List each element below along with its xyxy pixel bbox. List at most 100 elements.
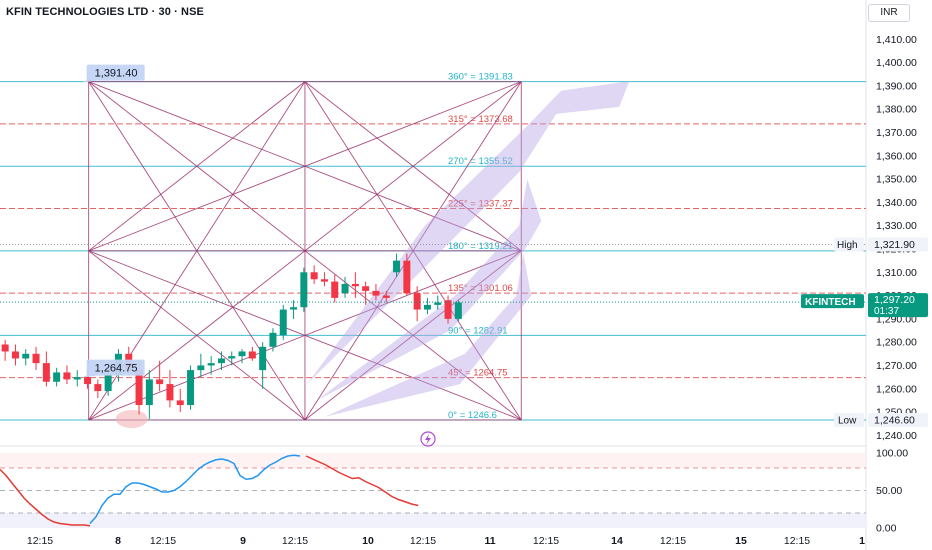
price-tick-label: 1,270.00 (876, 360, 917, 372)
price-tick-label: 1,310.00 (876, 267, 917, 279)
overbought-band (0, 453, 866, 468)
candle-body (207, 363, 215, 366)
candle-body (156, 379, 164, 385)
candle-body (413, 293, 421, 310)
gann-level-label: 360° = 1391.83 (448, 72, 513, 83)
candle-body (176, 400, 184, 406)
time-tick-label: 15 (735, 535, 747, 547)
bar-countdown: 01:37 (874, 306, 899, 317)
gann-level-label: 225° = 1337.37 (448, 199, 513, 210)
candle-body (63, 372, 71, 380)
price-tick-label: 1,330.00 (876, 220, 917, 232)
gann-level-label: 90° = 1282.91 (448, 325, 508, 336)
time-tick-label: 12:15 (282, 535, 308, 547)
gann-level-label: 135° = 1301.06 (448, 283, 513, 294)
currency-button[interactable]: INR (868, 4, 910, 22)
low-tag-box (834, 412, 864, 427)
high-tag-box (834, 237, 864, 252)
candle-body (145, 379, 153, 406)
candle-body (259, 346, 267, 371)
price-tick-label: 1,400.00 (876, 57, 917, 69)
osc-tick-label: 50.00 (876, 485, 902, 497)
candle-body (135, 370, 143, 406)
price-marker-box (86, 359, 145, 376)
gann-level-label: 315° = 1373.68 (448, 114, 513, 125)
candle-body (279, 309, 287, 336)
low-axis-box (868, 412, 928, 427)
price-tick-label: 1,280.00 (876, 337, 917, 349)
high-tag-label: High (837, 240, 858, 251)
time-tick-label: 12:15 (27, 535, 53, 547)
time-tick-label: 10 (362, 535, 374, 547)
price-tick-label: 1,370.00 (876, 127, 917, 139)
candle-body (362, 286, 370, 291)
price-tick-label: 1,340.00 (876, 197, 917, 209)
candle-body (351, 283, 359, 287)
high-axis-value: 1,321.90 (874, 239, 915, 251)
price-marker-pointer (81, 373, 96, 378)
candle-body (269, 332, 277, 347)
gann-box-line (88, 81, 522, 252)
osc-line-red-tail (305, 455, 419, 507)
candle-body (310, 272, 318, 280)
candle-body (444, 300, 452, 319)
lightning-icon-glyph (425, 434, 431, 445)
candle-body (197, 365, 205, 371)
candle-body (1, 344, 9, 352)
time-tick-label: 14 (611, 535, 623, 547)
candle-body (300, 272, 308, 308)
price-tick-label: 1,350.00 (876, 174, 917, 186)
gann-level-label: 45° = 1264.75 (448, 368, 508, 379)
last-price-box (868, 293, 928, 318)
time-tick-label: 12:15 (410, 535, 436, 547)
candle-body (187, 370, 195, 406)
candle-body (434, 302, 442, 305)
low-axis-value: 1,246.60 (874, 414, 915, 426)
candle-body (104, 374, 112, 392)
candle-body (94, 384, 102, 392)
gann-level-label: 0° = 1246.6 (448, 410, 497, 421)
symbol-tag-label: KFINTECH (805, 297, 856, 308)
gann-box-line (88, 250, 522, 421)
osc-tick-label: 100.00 (876, 448, 908, 460)
price-tick-label: 1,390.00 (876, 80, 917, 92)
price-marker-label: 1,264.75 (95, 363, 138, 375)
osc-line-red (0, 468, 91, 527)
time-tick-label: 1 (859, 535, 865, 547)
trend-arrow (306, 81, 630, 385)
price-tick-label: 1,260.00 (876, 383, 917, 395)
candle-body (228, 356, 236, 359)
time-tick-label: 8 (115, 535, 121, 547)
price-tick-label: 1,380.00 (876, 104, 917, 116)
candle-body (32, 353, 40, 364)
candle-body (53, 372, 61, 382)
candle-body (238, 351, 246, 357)
candle-body (372, 290, 380, 296)
high-axis-box (868, 237, 928, 252)
price-marker-label: 1,391.40 (95, 68, 138, 80)
time-tick-label: 9 (240, 535, 246, 547)
candle-body (217, 358, 225, 364)
oversold-band (0, 513, 866, 528)
time-tick-label: 12:15 (660, 535, 686, 547)
price-tick-label: 1,410.00 (876, 34, 917, 46)
candle-body (42, 363, 50, 382)
candle-body (331, 281, 339, 298)
gann-box-line (88, 81, 522, 421)
candle-body (22, 353, 30, 359)
low-highlight (115, 410, 148, 429)
price-tick-label: 1,240.00 (876, 430, 917, 442)
candle-body (73, 377, 81, 380)
low-tag-label: Low (838, 415, 857, 426)
candle-body (403, 260, 411, 294)
candle-body (393, 260, 401, 273)
gann-level-label: 270° = 1355.52 (448, 156, 513, 167)
osc-line-blue (89, 454, 301, 524)
candle-body (166, 384, 174, 401)
last-price-value: 1,297.20 (874, 294, 915, 306)
candle-body (290, 307, 298, 310)
gann-level-label: 180° = 1319.21 (448, 241, 513, 252)
candle-body (341, 283, 349, 294)
candle-body (382, 295, 390, 298)
